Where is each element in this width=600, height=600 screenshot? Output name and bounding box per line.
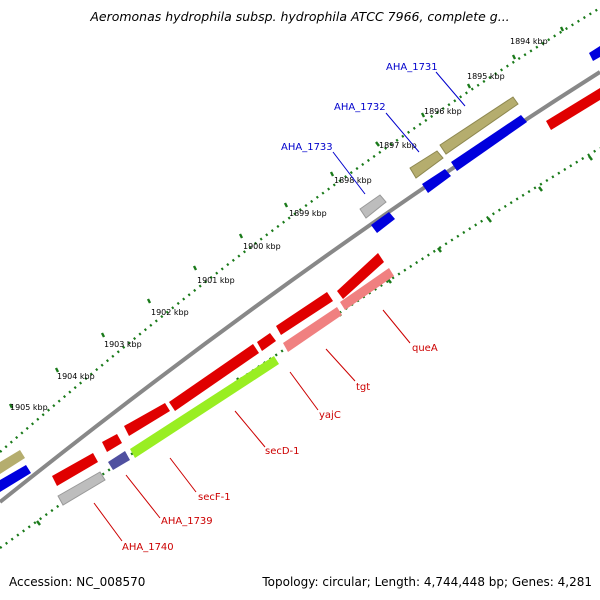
gene-label-queA[interactable]: queA (412, 343, 438, 354)
gene-label-AHA_1739[interactable]: AHA_1739 (161, 516, 213, 527)
gene-block-AHA_1740[interactable] (52, 453, 98, 486)
gene-label-secD1[interactable]: secD-1 (265, 446, 300, 457)
ruler-label-1895: 1895 kbp (467, 72, 505, 81)
ruler-label-1894: 1894 kbp (510, 37, 548, 46)
gene-block-AHA_1733-reverse[interactable] (371, 212, 395, 233)
gene-label-tgt[interactable]: tgt (356, 382, 370, 393)
ruler-label-1899: 1899 kbp (289, 209, 327, 218)
gene-block-AHA_1731[interactable] (439, 96, 519, 155)
gene-block-red-edge[interactable] (546, 88, 600, 130)
gene-block-AHA_1731-reverse[interactable] (451, 115, 527, 171)
ruler-label-1902: 1902 kbp (151, 308, 189, 317)
accession-text: Accession: NC_008570 (9, 575, 146, 589)
gene-block-AHA_1733[interactable] (359, 194, 387, 219)
map-title: Aeromonas hydrophila subsp. hydrophila A… (90, 9, 510, 24)
gene-block-queA-pink[interactable] (340, 268, 394, 310)
label-leader-lines (93, 71, 466, 542)
ruler-label-1897: 1897 kbp (379, 141, 417, 150)
gene-block-AHA_1739-navy[interactable] (108, 451, 130, 470)
gene-block-secF1[interactable] (124, 403, 170, 436)
ruler-label-1896: 1896 kbp (424, 107, 462, 116)
gene-block-AHA_1740-gray[interactable] (57, 471, 106, 506)
ruler-label-1901: 1901 kbp (197, 276, 235, 285)
gene-block-blue-left[interactable] (0, 465, 31, 492)
topology-text: Topology: circular; Length: 4,744,448 bp… (262, 575, 592, 589)
gene-label-AHA_1731[interactable]: AHA_1731 (386, 62, 438, 73)
ruler-label-1904: 1904 kbp (57, 372, 95, 381)
gene-block-tgt-pink[interactable] (283, 307, 342, 352)
gene-block-blue-edge[interactable] (589, 46, 600, 61)
ruler-label-1905: 1905 kbp (10, 403, 48, 412)
gene-label-AHA_1740[interactable]: AHA_1740 (122, 542, 174, 553)
genome-backbone (0, 70, 600, 504)
gene-label-AHA_1732[interactable]: AHA_1732 (334, 102, 386, 113)
gene-block-queA[interactable] (337, 253, 384, 299)
gene-label-yajC[interactable]: yajC (319, 410, 341, 421)
gene-block-secD1[interactable] (169, 344, 259, 411)
ruler-label-1903: 1903 kbp (104, 340, 142, 349)
gene-block-secD1-green[interactable] (130, 356, 279, 458)
gene-block-yajC[interactable] (257, 333, 276, 351)
ruler-label-1900: 1900 kbp (243, 242, 281, 251)
gene-label-secF1[interactable]: secF-1 (198, 492, 231, 503)
gene-label-AHA_1733[interactable]: AHA_1733 (281, 142, 333, 153)
ruler-label-1898: 1898 kbp (334, 176, 372, 185)
gene-block-tgt[interactable] (276, 292, 333, 335)
gene-block-AHA_1739[interactable] (102, 434, 122, 452)
gene-block-AHA_1732[interactable] (409, 150, 444, 179)
gene-block-olive-left[interactable] (0, 450, 25, 474)
outer-ruler-arc (0, 6, 600, 453)
gene-block-AHA_1732-reverse[interactable] (422, 169, 451, 193)
